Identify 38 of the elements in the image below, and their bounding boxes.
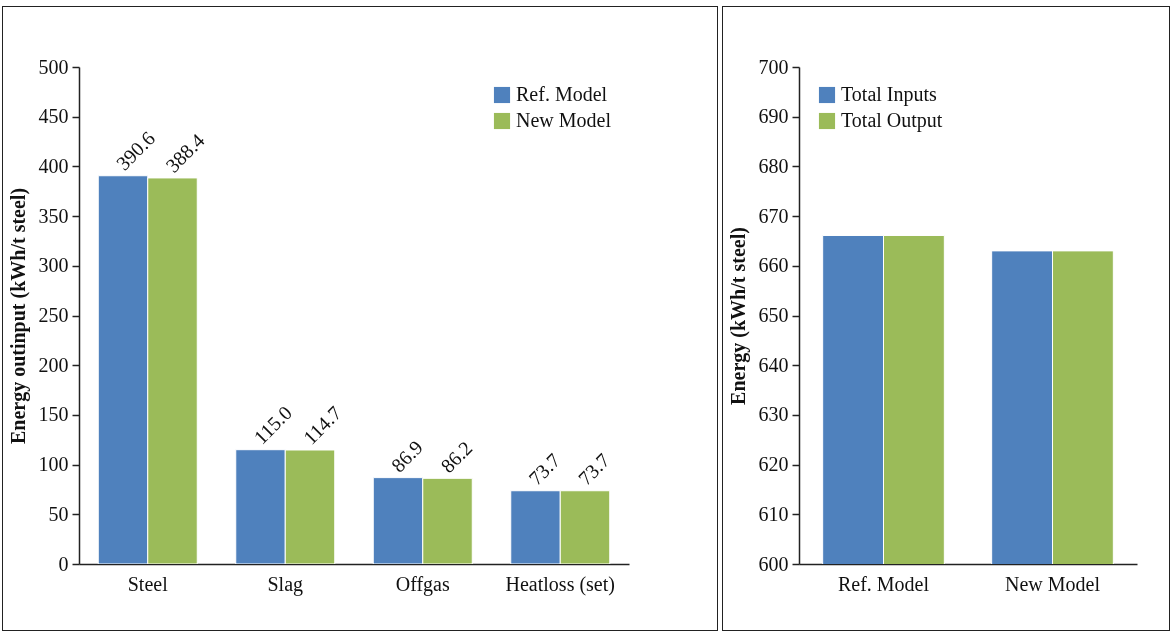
y-tick-label: 300: [38, 254, 69, 277]
y-axis-title: Energy outinput (kWh/t steel): [6, 187, 30, 445]
x-tick-label: Steel: [127, 572, 169, 595]
legend-label: Total Output: [841, 109, 943, 132]
y-tick-label: 450: [38, 105, 69, 128]
y-tick-label: 0: [58, 552, 69, 575]
y-tick-label: 250: [38, 304, 69, 326]
data-label: 73.7: [524, 449, 565, 490]
y-tick-label: 620: [758, 453, 789, 476]
data-label: 86.2: [436, 436, 477, 477]
y-tick-label: 200: [38, 353, 69, 376]
y-tick-label: 400: [38, 154, 69, 177]
y-tick-label: 670: [758, 204, 789, 227]
y-tick-label: 150: [38, 403, 69, 426]
x-tick-label: New Model: [1005, 572, 1101, 595]
x-tick-label: Ref. Model: [837, 572, 930, 595]
y-tick-label: 350: [38, 204, 69, 227]
x-tick-label: Slag: [267, 572, 304, 596]
data-label: 86.9: [386, 435, 427, 477]
y-tick-label: 700: [758, 55, 789, 78]
y-tick-label: 690: [758, 105, 789, 128]
legend-label: Total Inputs: [841, 83, 938, 106]
y-tick-label: 640: [758, 353, 789, 376]
y-tick-label: 100: [38, 453, 69, 476]
legend-label: Ref. Model: [516, 83, 608, 105]
legend-label: New Model: [516, 109, 612, 131]
y-tick-label: 600: [758, 552, 789, 575]
x-tick-label: Heatloss (set): [505, 572, 615, 596]
y-tick-label: 500: [38, 55, 69, 78]
y-tick-label: 660: [758, 254, 789, 277]
y-tick-label: 630: [758, 403, 789, 426]
data-label: 73.7: [573, 449, 614, 490]
y-axis-title: Energy (kWh/t steel): [726, 227, 750, 405]
y-tick-label: 610: [758, 502, 789, 525]
y-tick-label: 650: [758, 304, 789, 326]
y-tick-label: 50: [48, 502, 69, 525]
y-tick-label: 680: [758, 154, 789, 177]
x-tick-label: Offgas: [395, 572, 450, 596]
